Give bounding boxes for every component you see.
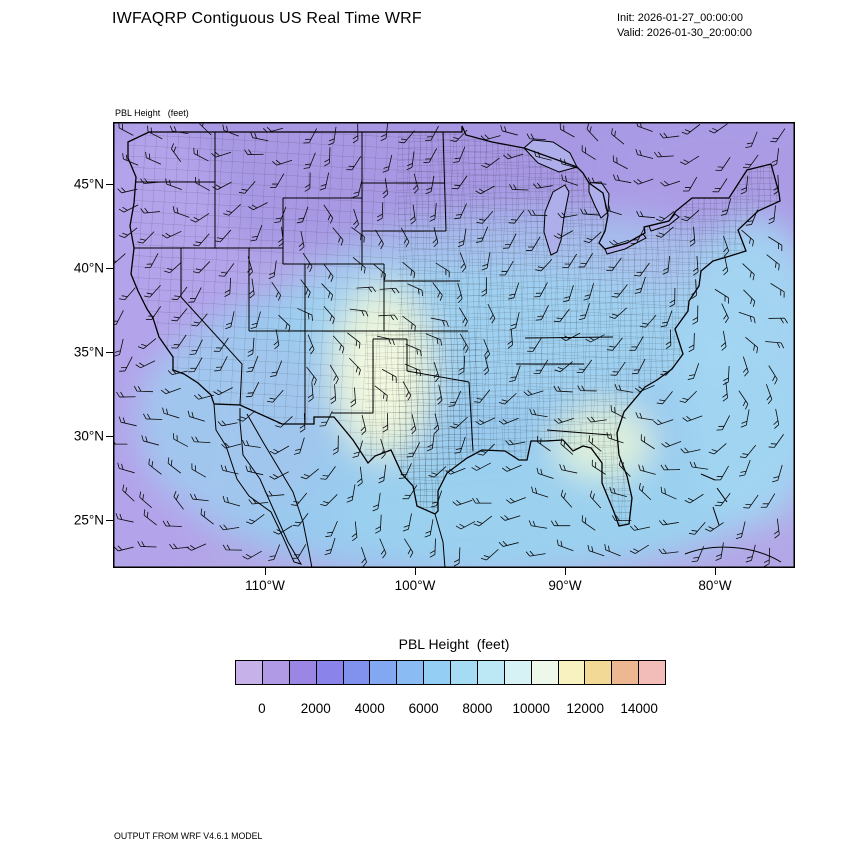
lon-tick-label: 80°W <box>698 578 732 593</box>
lat-tick-mark <box>106 268 113 269</box>
lat-tick-mark <box>106 352 113 353</box>
field-label-pbl-height: PBL Height (feet) <box>115 108 189 118</box>
lon-tick-label: 100°W <box>394 578 436 593</box>
lat-tick-mark <box>106 436 113 437</box>
footer: OUTPUT FROM WRF V4.6.1 MODEL WE = 580 ; … <box>114 804 460 850</box>
lon-tick-mark <box>265 568 266 575</box>
colorbar-cell <box>315 661 343 684</box>
colorbar-cell <box>396 661 424 684</box>
lat-tick-label: 35°N <box>73 344 104 360</box>
colorbar-tick-label: 14000 <box>620 701 658 716</box>
lat-tick-label: 45°N <box>73 176 104 192</box>
colorbar-tick-label: 0 <box>258 701 266 716</box>
colorbar-cell <box>450 661 477 684</box>
wind-barbs <box>113 122 788 567</box>
colorbar-cell <box>369 661 397 684</box>
colorbar-cell <box>261 661 289 684</box>
map-plot <box>113 122 795 568</box>
colorbar-tick-label: 10000 <box>512 701 551 716</box>
plot-frame <box>113 122 795 568</box>
valid-time-label: Valid: 2026-01-30_20:00:00 <box>617 26 752 39</box>
lon-tick-mark <box>715 568 716 575</box>
colorbar-cell <box>288 661 316 684</box>
colorbar-cell <box>584 661 612 684</box>
colorbar-cell <box>638 661 665 684</box>
page-title: IWFAQRP Contiguous US Real Time WRF <box>112 10 422 27</box>
lon-tick-mark <box>415 568 416 575</box>
colorbar-tick-label: 6000 <box>408 701 439 716</box>
lat-tick-mark <box>106 184 113 185</box>
us-map-svg <box>113 122 795 568</box>
colorbar-tick-label: 8000 <box>462 701 493 716</box>
run-info: Init: 2026-01-27_00:00:00 Valid: 2026-01… <box>617 11 752 41</box>
colorbar-cell <box>342 661 370 684</box>
init-time-label: Init: 2026-01-27_00:00:00 <box>617 12 743 24</box>
colorbar-cell <box>423 661 450 684</box>
us-outline <box>127 125 781 527</box>
colorbar-cell <box>557 661 585 684</box>
lat-tick-label: 40°N <box>73 260 104 276</box>
lat-tick-label: 25°N <box>73 512 104 528</box>
lat-tick-label: 30°N <box>73 428 104 444</box>
colorbar-tick-label: 2000 <box>300 701 331 716</box>
colorbar-title: PBL Height (feet) <box>398 636 510 652</box>
lon-tick-label: 90°W <box>548 578 582 593</box>
colorbar-cell <box>503 661 531 684</box>
mexico-and-islands-coastlines <box>213 403 782 568</box>
colorbar-cell <box>476 661 504 684</box>
footer-model-line: OUTPUT FROM WRF V4.6.1 MODEL <box>114 830 263 841</box>
colorbar-cell <box>611 661 639 684</box>
colorbar <box>235 660 666 685</box>
lat-tick-mark <box>106 520 113 521</box>
colorbar-tick-label: 12000 <box>566 701 604 716</box>
lon-tick-label: 110°W <box>245 578 285 593</box>
lon-tick-mark <box>565 568 566 575</box>
colorbar-cell <box>530 661 558 684</box>
colorbar-tick-label: 4000 <box>354 701 385 716</box>
colorbar-cell <box>236 661 262 684</box>
